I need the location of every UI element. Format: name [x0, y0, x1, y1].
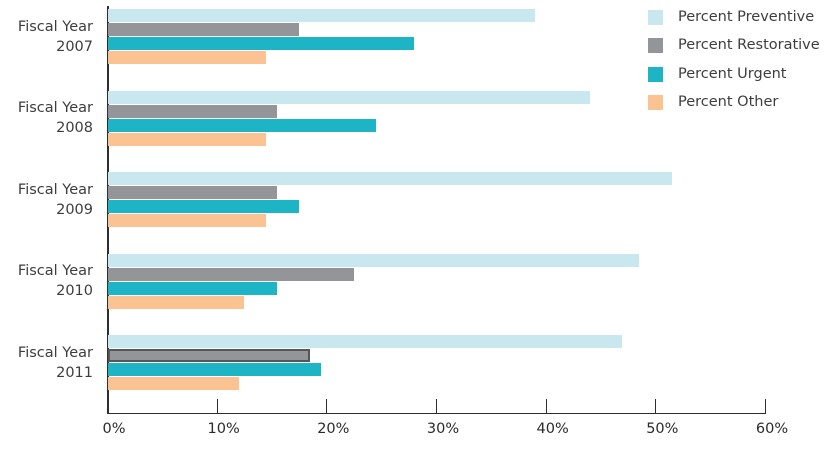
bar-2008-percent-other [108, 132, 267, 146]
legend-label: Percent Restorative [678, 37, 820, 54]
bar-2007-percent-restorative [108, 23, 299, 36]
x-axis-tick-label: 40% [536, 421, 569, 437]
bar-2009-percent-restorative [108, 186, 277, 200]
legend-item: Percent Preventive [648, 9, 828, 26]
bar-2010-percent-other [108, 295, 245, 309]
category-label-line1: Fiscal Year [17, 344, 93, 361]
legend-label: Percent Preventive [678, 9, 815, 25]
category-label: Fiscal Year 2009 [18, 180, 93, 220]
bar-2008-percent-urgent [108, 118, 376, 132]
x-axis-tick [216, 398, 218, 413]
bar-2009-percent-urgent [108, 200, 299, 214]
legend-item: Percent Other [648, 94, 828, 111]
legend-swatch-icon [648, 38, 663, 54]
category-label: Fiscal Year 2011 [18, 343, 93, 383]
bar-2007-percent-other [108, 51, 267, 64]
bar-2010-percent-preventive [108, 253, 639, 267]
bar-2010-percent-urgent [108, 281, 277, 295]
x-axis-tick-label: 10% [207, 421, 240, 437]
legend-swatch-icon [648, 95, 663, 111]
category-label-line1: Fiscal Year [17, 181, 93, 198]
bar-2008-percent-preventive [108, 90, 590, 104]
bar-2011-percent-urgent [108, 363, 321, 377]
category-label-line1: Fiscal Year [17, 18, 93, 35]
x-axis-line [107, 412, 766, 414]
category-label: Fiscal Year 2007 [18, 17, 93, 57]
x-axis-tick-label: 20% [317, 421, 350, 437]
bar-2010-percent-restorative [108, 267, 354, 281]
legend-item: Percent Restorative [648, 37, 828, 54]
x-axis-tick [765, 398, 766, 413]
y-axis-line [107, 6, 109, 413]
x-axis-tick [436, 398, 437, 413]
bar-2011-percent-preventive [108, 335, 623, 349]
x-axis-tick [655, 398, 657, 413]
legend-swatch-icon [648, 10, 663, 25]
x-axis-tick-label: 60% [755, 421, 789, 437]
x-axis-tick-label: 50% [646, 421, 679, 437]
bar-2011-percent-other [108, 377, 239, 391]
bar-2008-percent-restorative [108, 104, 277, 118]
category-label-line2: 2008 [56, 120, 93, 137]
x-axis-tick [326, 398, 328, 413]
category-label-line2: 2007 [56, 38, 93, 55]
bar-2009-percent-preventive [108, 172, 672, 186]
category-label-line1: Fiscal Year [17, 100, 93, 117]
category-label: Fiscal Year 2010 [18, 261, 93, 301]
category-label-line2: 2010 [56, 283, 93, 300]
legend-item: Percent Urgent [648, 65, 828, 83]
bar-2009-percent-other [108, 214, 267, 228]
legend-label: Percent Other [678, 94, 779, 111]
category-label-line2: 2009 [56, 201, 93, 218]
category-label-line1: Fiscal Year [17, 263, 93, 280]
category-label-line2: 2011 [56, 364, 93, 381]
bar-2007-percent-preventive [108, 9, 535, 22]
x-axis-tick [545, 398, 547, 413]
legend-swatch-icon [648, 66, 663, 82]
x-axis-tick-label: 0% [102, 421, 126, 437]
bar-2011-percent-restorative [108, 349, 310, 363]
category-label: Fiscal Year 2008 [18, 98, 93, 138]
bar-2007-percent-urgent [108, 37, 415, 50]
x-axis-tick-label: 30% [426, 421, 460, 437]
legend-label: Percent Urgent [678, 65, 787, 82]
